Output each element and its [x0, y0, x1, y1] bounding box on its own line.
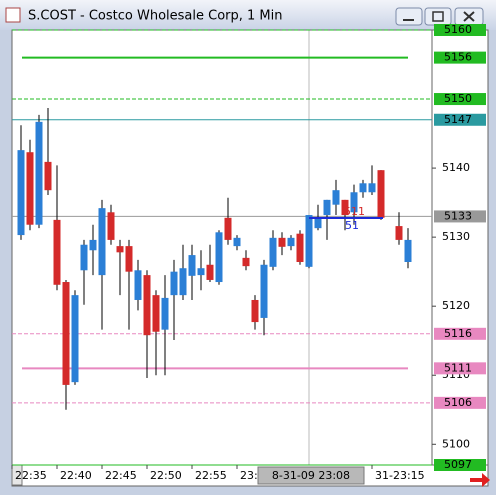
- level-label: 5133: [444, 209, 472, 222]
- x-tick-label: 22:35: [15, 469, 47, 482]
- candle-body: [62, 282, 70, 385]
- window-title: S.COST - Costco Wholesale Corp, 1 Min: [28, 9, 282, 24]
- candle-body: [359, 183, 367, 193]
- level-box: [434, 51, 486, 64]
- candle-body: [341, 199, 349, 216]
- candle-body: [116, 246, 124, 253]
- level-label: 5097: [444, 458, 472, 471]
- crosshair-time-box: [257, 466, 365, 485]
- candle-body: [224, 217, 232, 240]
- level-box: [434, 459, 486, 471]
- candle-body: [377, 170, 385, 218]
- level-label: 5106: [444, 396, 472, 409]
- candle-body: [287, 237, 295, 247]
- candle-body: [35, 121, 43, 225]
- y-tick-label: 5100: [442, 437, 470, 450]
- candle-body: [197, 268, 205, 276]
- y-tick-label: 5140: [442, 161, 470, 174]
- candle-body: [314, 217, 322, 229]
- x-tick-label: 22:50: [150, 469, 182, 482]
- candle-body: [152, 295, 160, 332]
- candle-body: [161, 297, 169, 330]
- candle-body: [71, 295, 79, 383]
- candle-body: [170, 271, 178, 296]
- candle-body: [278, 237, 286, 247]
- candle-body: [305, 215, 313, 267]
- candle-body: [251, 299, 259, 323]
- candle-body: [260, 264, 268, 318]
- candle-body: [44, 161, 52, 191]
- candle-body: [98, 208, 106, 276]
- candle-body: [134, 270, 142, 300]
- level-label: 5150: [444, 92, 472, 105]
- level-label: 5160: [444, 23, 472, 36]
- level-box: [434, 362, 486, 375]
- candle-body: [233, 237, 241, 247]
- candle-body: [215, 232, 223, 283]
- candle-body: [350, 192, 358, 213]
- app-icon: [5, 7, 21, 23]
- candle-body: [107, 212, 115, 240]
- candle-body: [242, 257, 250, 267]
- level-box: [434, 210, 486, 223]
- annotation: 511: [344, 205, 365, 218]
- candle-body: [80, 244, 88, 271]
- candle-body: [368, 183, 376, 193]
- candle-body: [17, 150, 25, 236]
- level-label: 5116: [444, 327, 472, 340]
- candle-body: [53, 219, 61, 285]
- x-tick-label: 31-23:15: [375, 469, 425, 482]
- minimize-button[interactable]: [395, 7, 423, 26]
- candle-body: [269, 237, 277, 267]
- x-tick-label: 22:45: [105, 469, 137, 482]
- scroll-arrow[interactable]: [470, 473, 490, 487]
- level-label: 5156: [444, 51, 472, 64]
- candle-body: [323, 199, 331, 216]
- candle-body: [125, 246, 133, 272]
- annotation: 51: [345, 219, 359, 232]
- x-tick-label: 22:40: [60, 469, 92, 482]
- level-box: [434, 113, 486, 126]
- candle-body: [404, 239, 412, 262]
- level-box: [434, 93, 486, 106]
- candle-body: [188, 255, 196, 276]
- level-box: [434, 396, 486, 409]
- candle-body: [296, 233, 304, 262]
- level-box: [434, 327, 486, 340]
- candle-body: [332, 190, 340, 205]
- candle-body: [395, 226, 403, 240]
- x-tick-label: 22:55: [195, 469, 227, 482]
- y-tick-label: 5120: [442, 299, 470, 312]
- candle-body: [89, 239, 97, 251]
- level-label: 5147: [444, 113, 472, 126]
- candle-body: [206, 264, 214, 280]
- candle-body: [26, 152, 34, 225]
- level-label: 5111: [444, 361, 472, 374]
- window-buttons: [395, 7, 484, 26]
- crosshair-time: 8-31-09 23:08: [272, 469, 350, 482]
- y-tick-label: 5130: [442, 230, 470, 243]
- level-box: [434, 24, 486, 36]
- candle-body: [179, 268, 187, 296]
- candle-body: [143, 275, 151, 336]
